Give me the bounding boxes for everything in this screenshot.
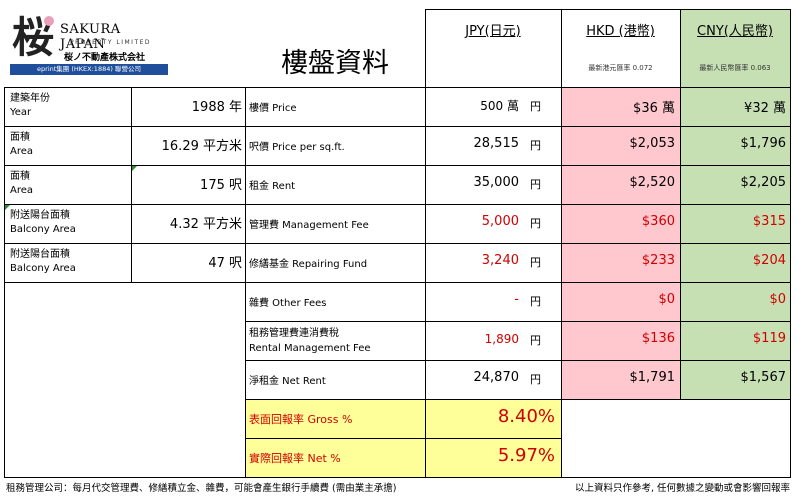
price-row-label: 修繕基金 Repairing Fund [249, 259, 368, 270]
jpy-unit: 円 [530, 334, 541, 347]
jpy-column-header: JPY(日元) [465, 24, 521, 39]
left-row-value: 175 呎 [200, 178, 242, 193]
cny-value: $1,796 [740, 136, 787, 151]
left-row-value: 1988 年 [191, 100, 242, 115]
cny-value: $1,567 [740, 370, 787, 385]
price-row-label: 淨租金 Net Rent [249, 376, 326, 387]
hkd-value: $136 [641, 331, 675, 346]
logo-sub: PROPERTY LIMITED [70, 39, 152, 46]
hkd-column-header: HKD (港幣) [586, 24, 655, 39]
cny-rate: 最新人民幣匯率 0.063 [699, 64, 771, 72]
price-row-label: 樓價 Price [249, 103, 297, 114]
hkd-value: $36 萬 [633, 101, 675, 116]
hkd-value: $2,520 [629, 175, 676, 190]
left-row-value: 16.29 平方米 [161, 139, 242, 154]
hkd-value: $0 [658, 292, 675, 307]
jpy-value: 500 萬 [480, 99, 519, 113]
price-row-label: 呎價 Price per sq.ft. [249, 142, 345, 153]
cny-value: $204 [752, 253, 786, 268]
jpy-value: 3,240 [481, 253, 519, 268]
jpy-value: 24,870 [473, 370, 520, 385]
left-row-label: 附送陽台面積 Balcony Area [10, 210, 76, 235]
cny-value: $2,205 [740, 175, 787, 190]
hkd-rate: 最新港元匯率 0.072 [588, 64, 653, 72]
left-row-label: 附送陽台面積 Balcony Area [10, 249, 76, 274]
company-logo: 桜 SAKURA JAPAN PROPERTY LIMITED 桜ノ不動產株式会… [10, 13, 170, 82]
left-row-value: 4.32 平方米 [169, 217, 242, 232]
left-row-value: 47 呎 [208, 256, 242, 271]
jpy-unit: 円 [530, 256, 541, 269]
net-return-label: 實際回報率 Net % [249, 452, 341, 465]
cny-header-bg [680, 9, 790, 87]
hkd-value: $360 [641, 214, 675, 229]
footer-note-left: 租務管理公司：每月代交管理費、修繕積立金、雜費，可能會產生銀行手續費 (需由業主… [6, 483, 397, 494]
cell-comment-marker [132, 166, 137, 171]
logo-brand: SAKURA JAPAN [60, 22, 121, 52]
jpy-unit: 円 [530, 100, 541, 113]
jpy-value: - [514, 292, 519, 307]
cny-value: $119 [752, 331, 786, 346]
jpy-unit: 円 [530, 178, 541, 191]
price-row-label: 租務管理費連消費稅 Rental Management Fee [249, 328, 371, 354]
jpy-value: 28,515 [473, 136, 520, 151]
cny-value: $315 [752, 214, 786, 229]
left-row-label: 面積 Area [10, 171, 34, 196]
cny-column-header: CNY(人民幣) [697, 24, 773, 39]
jpy-value: 35,000 [473, 175, 520, 190]
jpy-unit: 円 [530, 373, 541, 386]
footer-note-right: 以上資料只作參考, 任何數據之變動或會影響回報率 [574, 483, 790, 494]
hkd-value: $1,791 [629, 370, 676, 385]
cell-comment-marker [5, 205, 10, 210]
cny-value: $0 [769, 292, 786, 307]
jpy-unit: 円 [530, 295, 541, 308]
logo-parent-bar: eprint集團 (HKEX:1884) 聯營公司 [10, 64, 168, 75]
price-row-label: 管理費 Management Fee [249, 220, 369, 231]
price-row-label: 雜費 Other Fees [249, 298, 327, 309]
jpy-unit: 円 [530, 217, 541, 230]
left-row-label: 建築年份 Year [10, 93, 50, 118]
jpy-value: 5,000 [481, 214, 519, 229]
net-return-value: 5.97% [497, 445, 555, 466]
hkd-value: $233 [641, 253, 675, 268]
gross-return-label: 表面回報率 Gross % [249, 413, 353, 426]
cny-value: ¥32 萬 [744, 101, 786, 116]
price-row-label: 租金 Rent [249, 181, 296, 192]
left-row-label: 面積 Area [10, 132, 34, 157]
page-title: 樓盤資料 [281, 48, 389, 79]
jpy-value: 1,890 [484, 332, 519, 346]
logo-jp-name: 桜ノ不動產株式会社 [64, 53, 146, 63]
gross-return-value: 8.40% [497, 406, 555, 427]
hkd-value: $2,053 [629, 136, 676, 151]
jpy-unit: 円 [530, 139, 541, 152]
logo-sakura-icon [44, 16, 54, 26]
